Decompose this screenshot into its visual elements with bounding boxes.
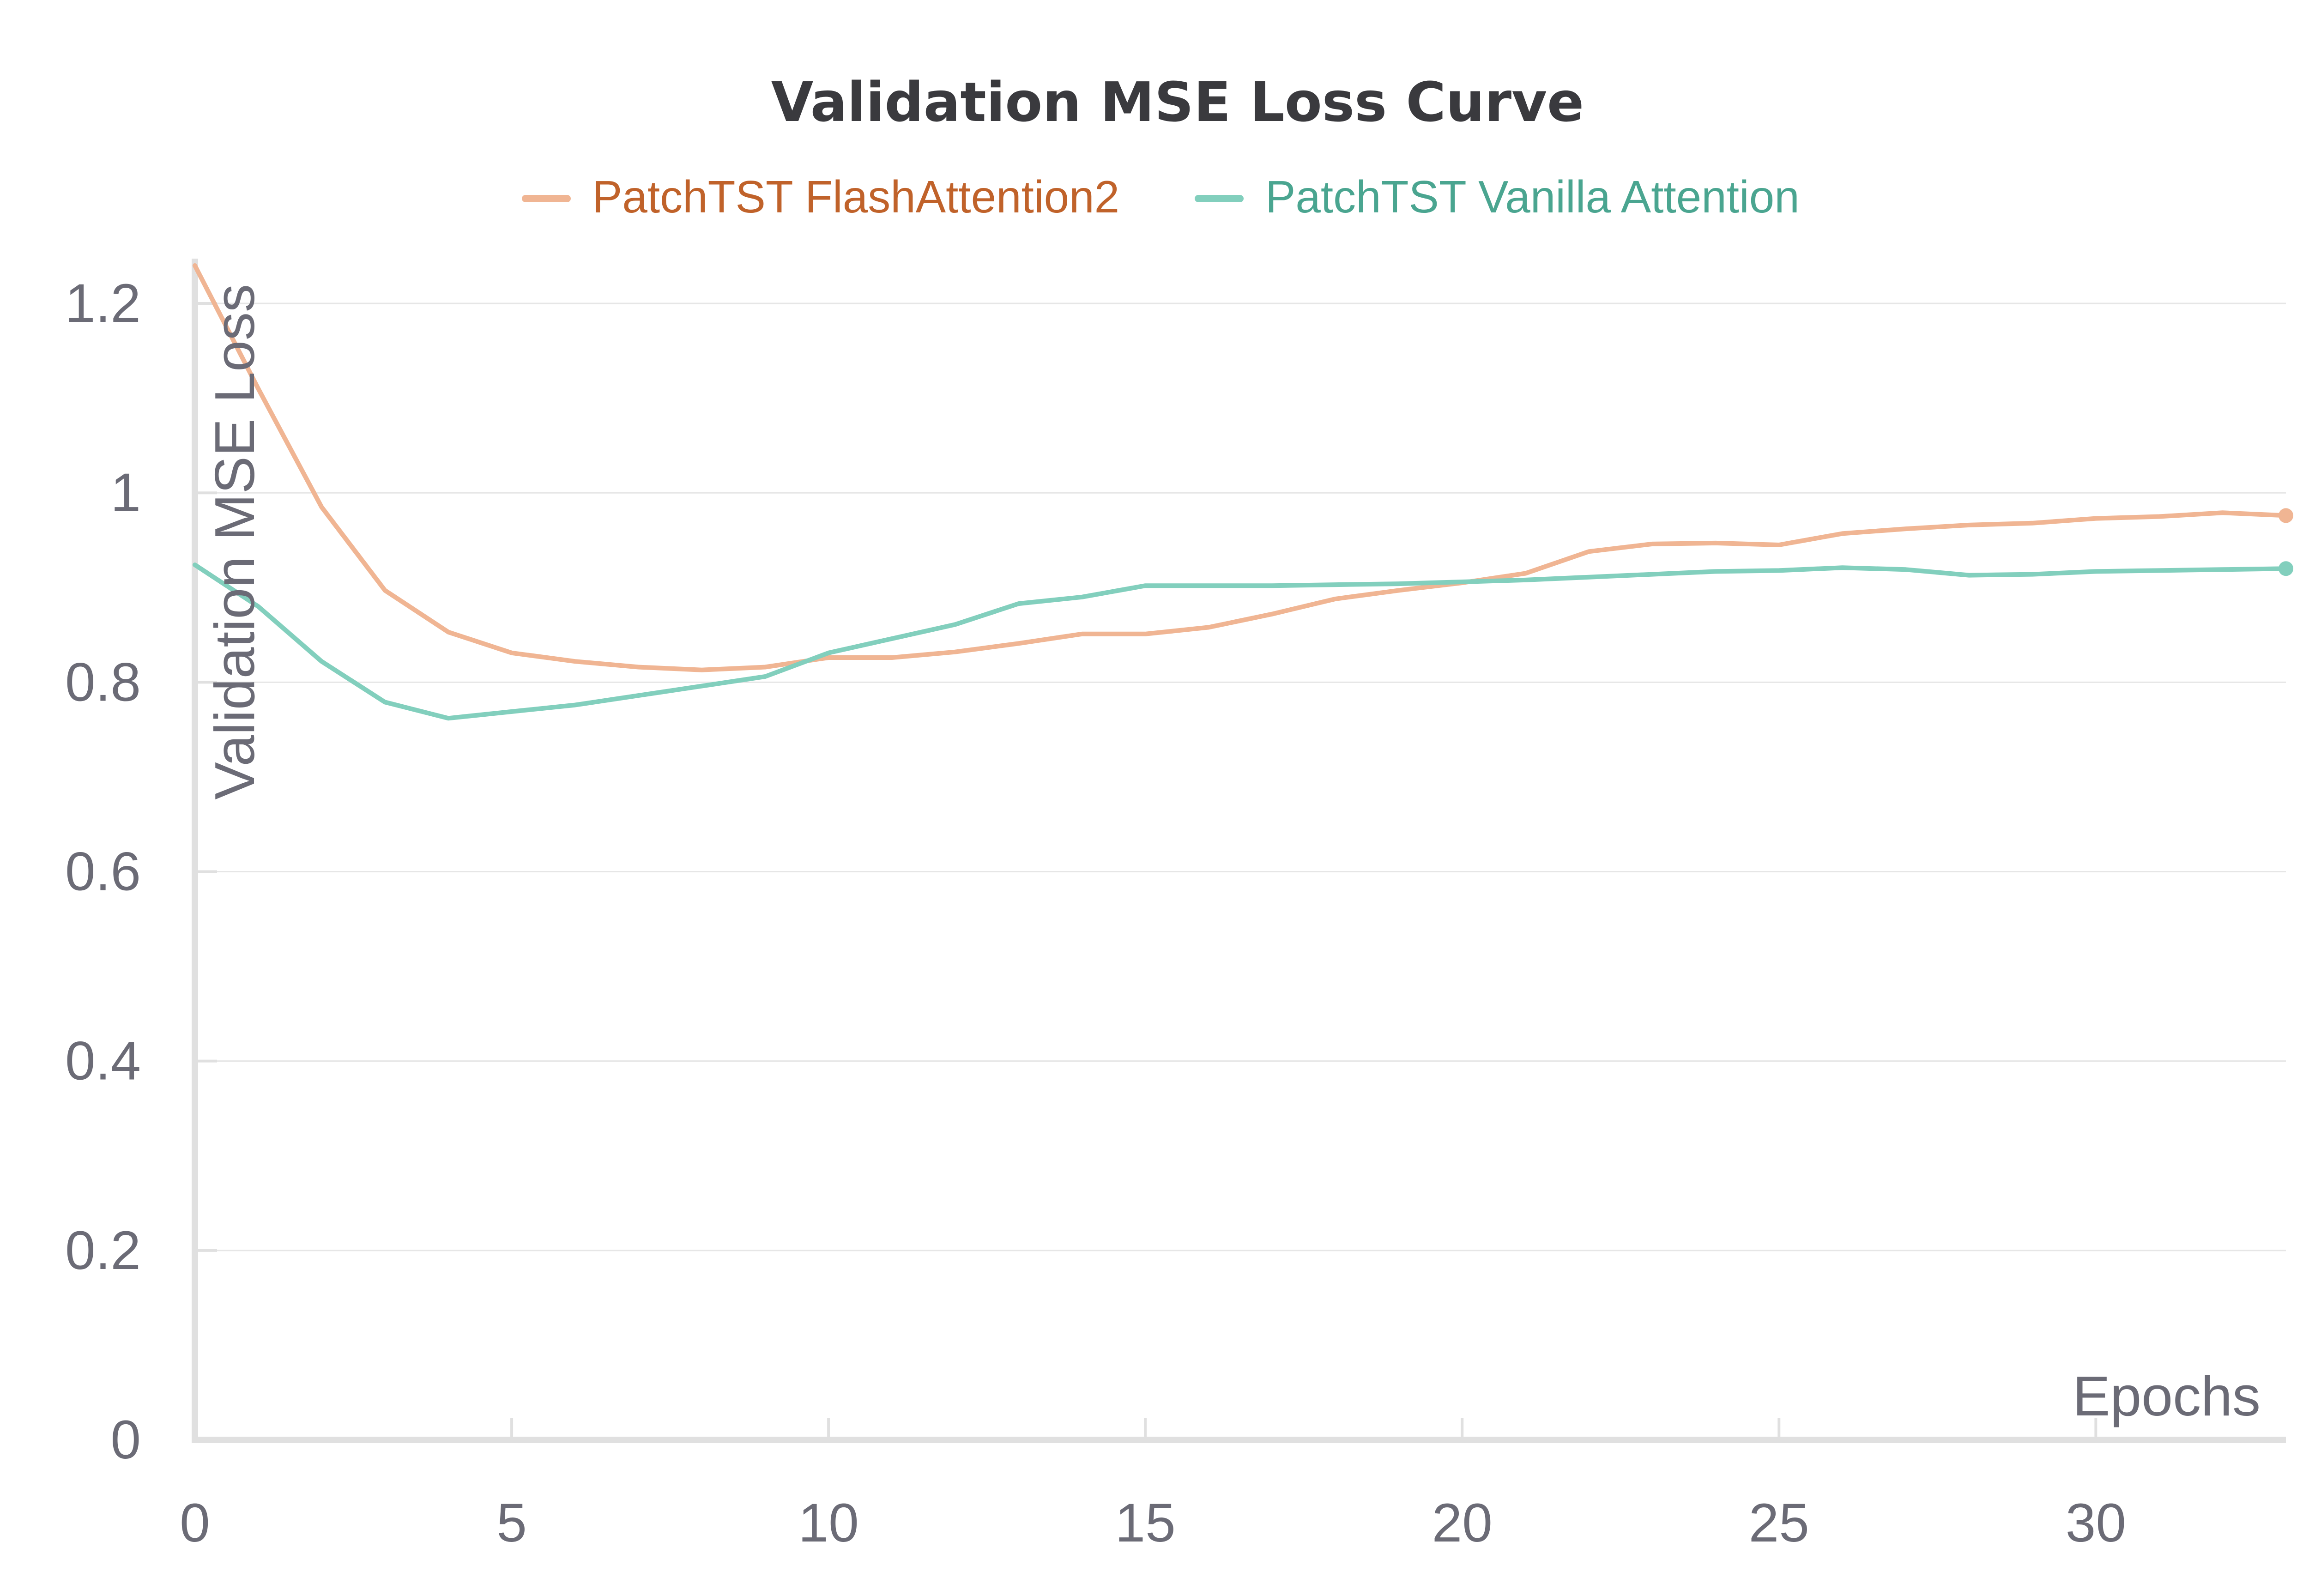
y-tick-label: 0.8 [65,652,141,713]
legend-label-vanilla-attention: PatchTST Vanilla Attention [1265,171,1800,222]
legend-label-flashattention2: PatchTST FlashAttention2 [592,171,1119,222]
y-tick-label: 0.6 [65,841,141,902]
x-axis-ticks: 0 5 10 15 20 25 30 [180,1418,2126,1554]
x-tick-label: 0 [180,1493,210,1554]
series-end-point-1 [2279,561,2293,576]
y-tick-label: 1 [110,462,141,523]
y-tick-label: 1.2 [65,273,141,334]
series-line-1 [193,562,2288,721]
legend: PatchTST FlashAttention2 PatchTST Vanill… [522,171,1800,222]
y-axis-label: Validation MSE Loss [203,284,266,800]
series-lines [193,263,2293,721]
x-axis-label: Epochs [2073,1365,2261,1427]
series-line-0 [193,263,2288,672]
x-tick-label: 20 [1432,1493,1493,1554]
x-tick-label: 5 [496,1493,527,1554]
y-axis-ticks: 0 0.2 0.4 0.6 0.8 1 1.2 [65,273,217,1470]
y-tick-label: 0 [110,1409,141,1470]
x-tick-label: 15 [1115,1493,1176,1554]
series-end-point-0 [2279,508,2293,523]
y-tick-label: 0.4 [65,1031,141,1092]
y-tick-label: 0.2 [65,1220,141,1281]
gridlines [195,302,2286,1251]
x-tick-label: 25 [1749,1493,1809,1554]
x-tick-label: 10 [798,1493,858,1554]
x-tick-label: 30 [2066,1493,2126,1554]
chart-title: Validation MSE Loss Curve [771,70,1584,134]
